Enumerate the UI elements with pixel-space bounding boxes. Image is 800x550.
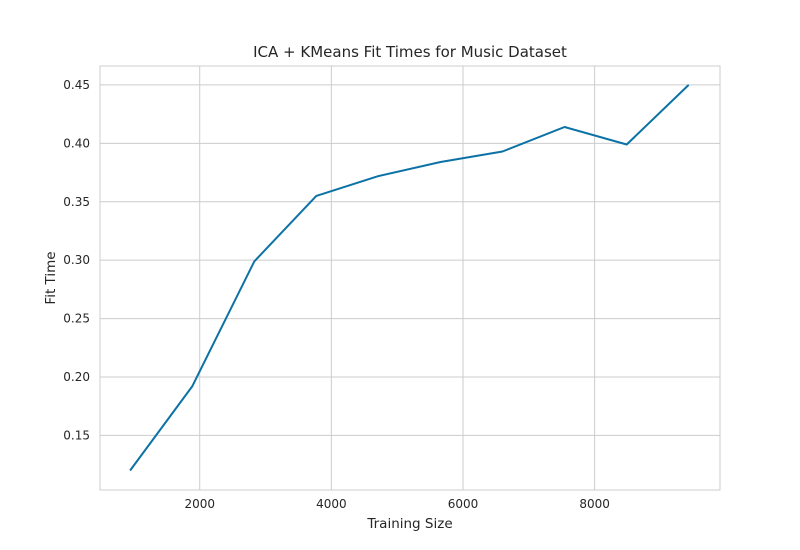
y-tick-label: 0.40 [63,136,90,150]
x-tick-label: 4000 [316,497,347,511]
x-tick-label: 8000 [579,497,610,511]
y-axis-title: Fit Time [43,251,59,304]
x-tick-label: 6000 [448,497,479,511]
y-tick-label: 0.15 [63,428,90,442]
tick-labels: 2000 4000 6000 8000 0.15 0.20 0.25 0.30 0.35 0.40… [63,78,610,511]
grid [100,66,720,490]
plot-frame [99,65,721,491]
y-tick-label: 0.30 [63,253,90,267]
chart-title: ICA + KMeans Fit Times for Music Dataset [253,43,567,61]
y-tick-label: 0.35 [63,195,90,209]
x-tick-label: 2000 [184,497,215,511]
x-axis-title: Training Size [366,516,452,532]
y-tick-label: 0.20 [63,370,90,384]
fit-time-line [129,84,690,472]
y-tick-label: 0.25 [63,312,90,326]
y-tick-label: 0.45 [63,78,90,92]
plot-background [100,66,720,490]
